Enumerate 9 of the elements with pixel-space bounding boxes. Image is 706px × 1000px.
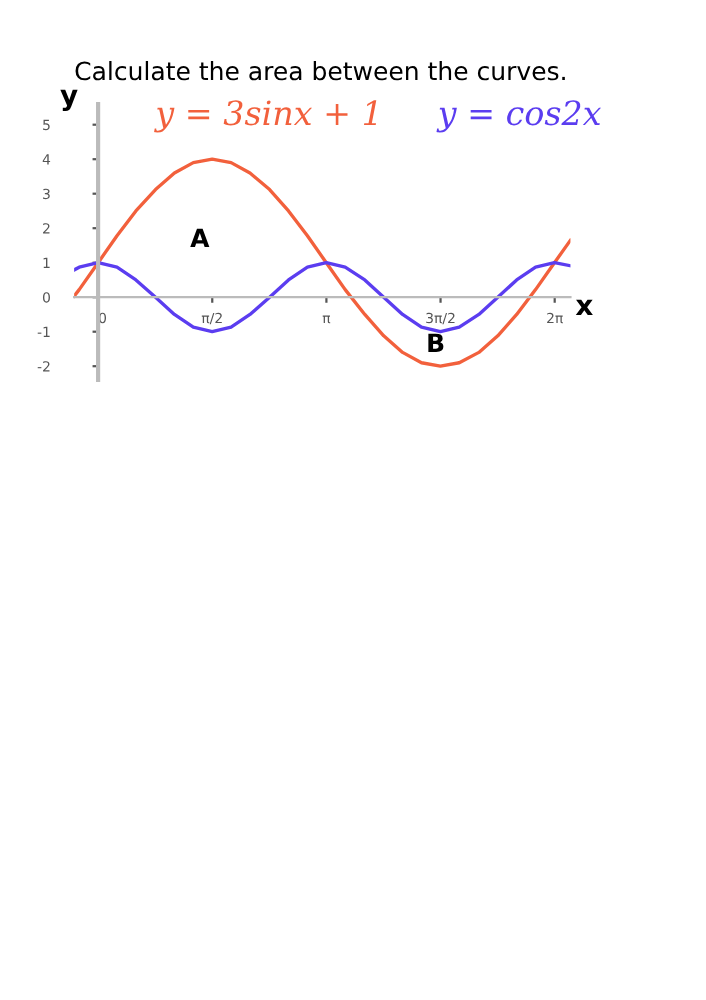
annotation: A [190, 228, 210, 247]
chart-title: Calculate the area between the curves. [75, 61, 565, 81]
line-series [74, 157, 571, 368]
y-axis-title: y [60, 89, 78, 111]
series-label: y = 3sinx + 1 [154, 100, 377, 133]
text: y = cos2x [436, 100, 602, 133]
annotation: B [428, 333, 444, 352]
line-series [74, 261, 571, 334]
x-axis-title: x [575, 299, 593, 315]
